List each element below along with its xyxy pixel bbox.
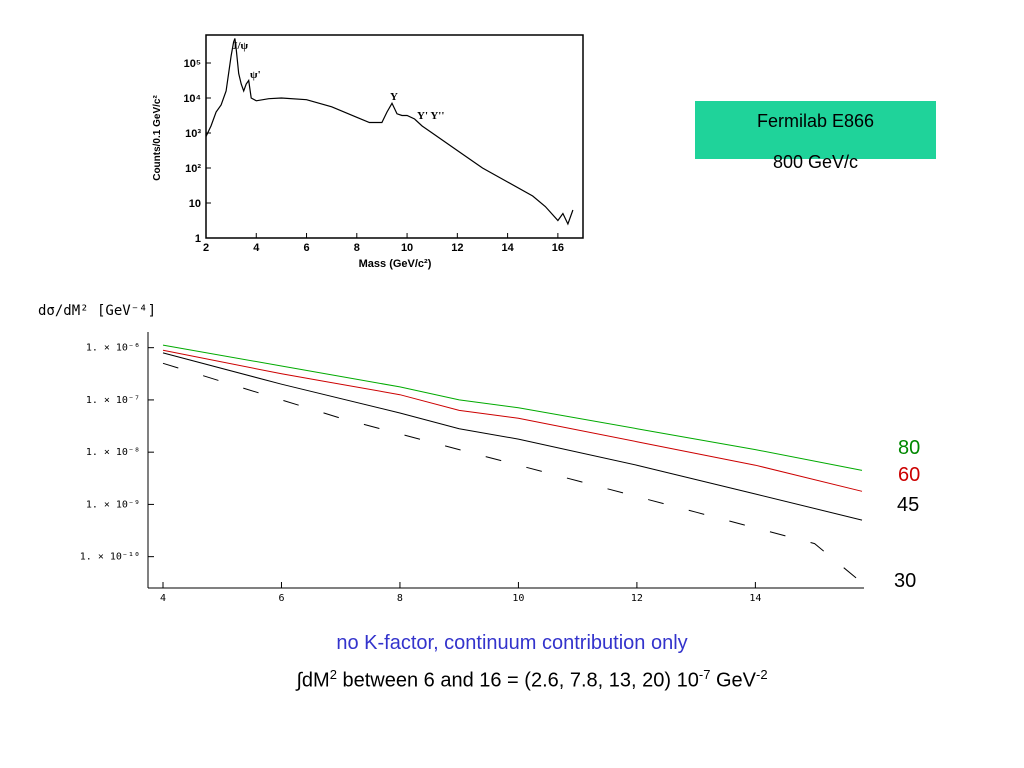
top-y-axis-label: Counts/0.1 GeV/c² — [152, 95, 163, 181]
curve-label-60: 60 — [898, 464, 921, 486]
top-y-tick-label: 10⁵ — [184, 58, 201, 70]
curve-label-30: 30 — [894, 570, 917, 592]
top-x-tick-label: 16 — [552, 242, 564, 254]
caption-sup-3: -2 — [756, 667, 768, 682]
series-line-60 — [162, 349, 863, 492]
annotation-upsilon: Υ — [390, 91, 398, 103]
top-y-tick-label: 10⁴ — [183, 93, 201, 105]
top-y-tick-label: 10 — [189, 198, 201, 210]
beam-energy: 800 GeV/c — [772, 152, 859, 172]
bottom-x-tick-label: 12 — [631, 593, 643, 604]
series-line-30 — [162, 362, 863, 584]
bottom-y-tick-label: 1. × 10⁻¹⁰ — [80, 552, 140, 563]
bottom-y-tick-label: 1. × 10⁻⁶ — [86, 343, 140, 354]
caption-unit: GeV — [710, 669, 756, 692]
series-line-80 — [162, 344, 863, 471]
bottom-y-tick-label: 1. × 10⁻⁷ — [86, 395, 140, 406]
top-x-tick-label: 6 — [303, 242, 309, 254]
top-x-tick-label: 12 — [451, 242, 463, 254]
bottom-chart-title: dσ/dM² [GeV⁻⁴] — [38, 303, 156, 319]
bottom-x-tick-label: 6 — [278, 593, 284, 604]
caption-integral: ∫dM2 between 6 and 16 = (2.6, 7.8, 13, 2… — [0, 667, 1024, 693]
caption-sup-2: -7 — [698, 667, 711, 682]
bottom-y-tick-label: 1. × 10⁻⁸ — [86, 447, 140, 458]
bottom-x-tick-label: 10 — [512, 593, 524, 604]
annotation-jpsi: J/ψ — [232, 40, 249, 52]
top-x-axis-label: Mass (GeV/c²) — [359, 258, 432, 270]
top-y-tick-label: 1 — [195, 233, 201, 245]
bottom-x-tick-label: 14 — [749, 593, 761, 604]
top-x-tick-label: 14 — [501, 242, 514, 254]
curve-label-45: 45 — [897, 494, 920, 516]
top-y-tick-label: 10² — [185, 163, 201, 175]
bottom-y-tick-label: 1. × 10⁻⁹ — [86, 499, 140, 510]
bottom-x-tick-label: 4 — [160, 593, 166, 604]
mass-spectrum-line — [205, 38, 574, 226]
top-x-tick-label: 4 — [253, 242, 260, 254]
annotation-psiprime: ψ' — [250, 69, 261, 81]
top-x-tick-label: 8 — [354, 242, 360, 254]
bottom-x-tick-label: 8 — [397, 593, 403, 604]
caption-integral-text: between 6 and 16 = (2.6, 7.8, 13, 20) 10 — [336, 669, 699, 692]
top-x-tick-label: 10 — [401, 242, 413, 254]
top-chart-frame — [205, 34, 584, 239]
series-line-45 — [162, 352, 863, 521]
experiment-badge — [695, 101, 936, 159]
caption-sup-1: 2 — [329, 667, 337, 682]
caption-integral-symbol: ∫dM — [296, 669, 330, 692]
top-y-tick-label: 10³ — [185, 128, 201, 140]
top-x-tick-label: 2 — [203, 242, 209, 254]
experiment-name: Fermilab E866 — [756, 111, 875, 131]
caption-kfactor: no K-factor, continuum contribution only — [336, 632, 688, 654]
annotation-upsilon-excited: Υ' Υ'' — [417, 110, 444, 122]
curve-label-80: 80 — [898, 437, 921, 459]
